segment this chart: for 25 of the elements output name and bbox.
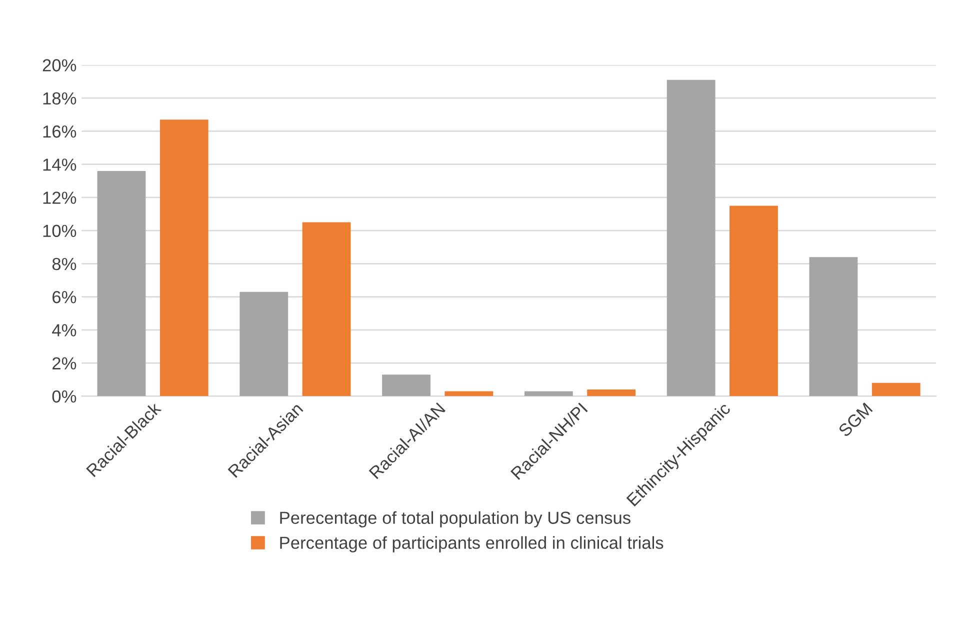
y-tick-label: 6% xyxy=(52,290,76,304)
y-tick-label: 20% xyxy=(42,59,76,72)
y-tick-label: 12% xyxy=(43,192,76,204)
y-tick-label: 10% xyxy=(43,224,76,238)
bar xyxy=(872,382,920,396)
bar xyxy=(587,390,636,396)
y-tick-label: 18% xyxy=(43,92,76,105)
legend-label: Percentage of participants enrolled in clinical trials xyxy=(280,536,664,552)
bar xyxy=(809,257,858,396)
y-tick-label: 0% xyxy=(52,390,76,403)
bar xyxy=(382,374,430,396)
y-tick-label: 4% xyxy=(52,324,76,336)
bar xyxy=(444,391,494,396)
bar xyxy=(240,292,288,396)
y-tick-label: 14% xyxy=(43,158,76,171)
bar xyxy=(302,222,351,396)
y-tick-label: 2% xyxy=(52,357,76,370)
legend-label: Perecentage of total population by US census xyxy=(280,511,630,528)
bar xyxy=(97,170,146,396)
bar xyxy=(160,120,208,396)
y-tick-label: 8% xyxy=(52,258,76,270)
y-tick-label: 16% xyxy=(43,125,76,138)
bar xyxy=(730,206,778,396)
bar xyxy=(524,391,573,396)
bar xyxy=(666,80,716,396)
